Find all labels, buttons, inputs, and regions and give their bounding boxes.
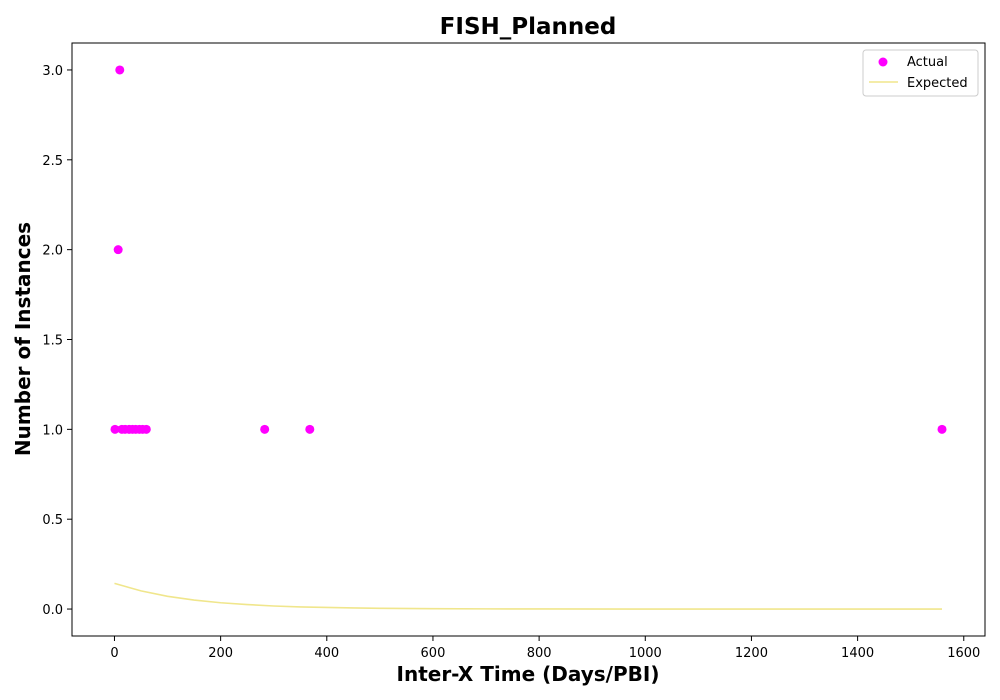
legend-actual-label: Actual xyxy=(907,55,948,70)
x-axis-label: Inter-X Time (Days/PBI) xyxy=(397,662,660,686)
y-axis: 0.0 0.5 1.0 1.5 2.0 2.5 3.0 xyxy=(42,64,72,618)
actual-point xyxy=(305,424,315,434)
y-tick-label: 3.0 xyxy=(42,64,63,79)
y-tick-label: 1.5 xyxy=(42,334,63,349)
x-tick-label: 800 xyxy=(527,646,552,661)
chart-title: FISH_Planned xyxy=(440,14,617,40)
x-tick-label: 1600 xyxy=(947,646,980,661)
legend-box xyxy=(862,49,979,97)
x-tick-label: 400 xyxy=(314,646,339,661)
legend-expected-label: Expected xyxy=(907,76,968,91)
y-tick-label: 2.0 xyxy=(42,244,63,259)
legend-actual-marker xyxy=(878,57,888,67)
legend: Actual Expected xyxy=(862,49,979,97)
actual-point xyxy=(115,65,125,75)
actual-point xyxy=(110,424,120,434)
actual-point xyxy=(141,424,151,434)
x-tick-label: 1400 xyxy=(841,646,874,661)
actual-point xyxy=(937,424,947,434)
actual-point xyxy=(113,245,123,255)
y-tick-label: 0.5 xyxy=(42,513,63,528)
actual-point xyxy=(260,424,270,434)
plot-area xyxy=(110,65,947,610)
y-tick-label: 0.0 xyxy=(42,603,63,618)
y-tick-label: 1.0 xyxy=(42,423,63,438)
x-tick-label: 1000 xyxy=(629,646,662,661)
plot-frame xyxy=(71,42,986,637)
x-tick-label: 600 xyxy=(421,646,446,661)
y-tick-label: 2.5 xyxy=(42,154,63,169)
x-axis: 0 200 400 600 800 1000 1200 1400 1600 xyxy=(110,636,980,661)
x-tick-label: 200 xyxy=(208,646,233,661)
y-axis-label: Number of Instances xyxy=(11,222,35,456)
x-tick-label: 0 xyxy=(110,646,118,661)
x-tick-label: 1200 xyxy=(735,646,768,661)
expected-line xyxy=(114,582,942,610)
